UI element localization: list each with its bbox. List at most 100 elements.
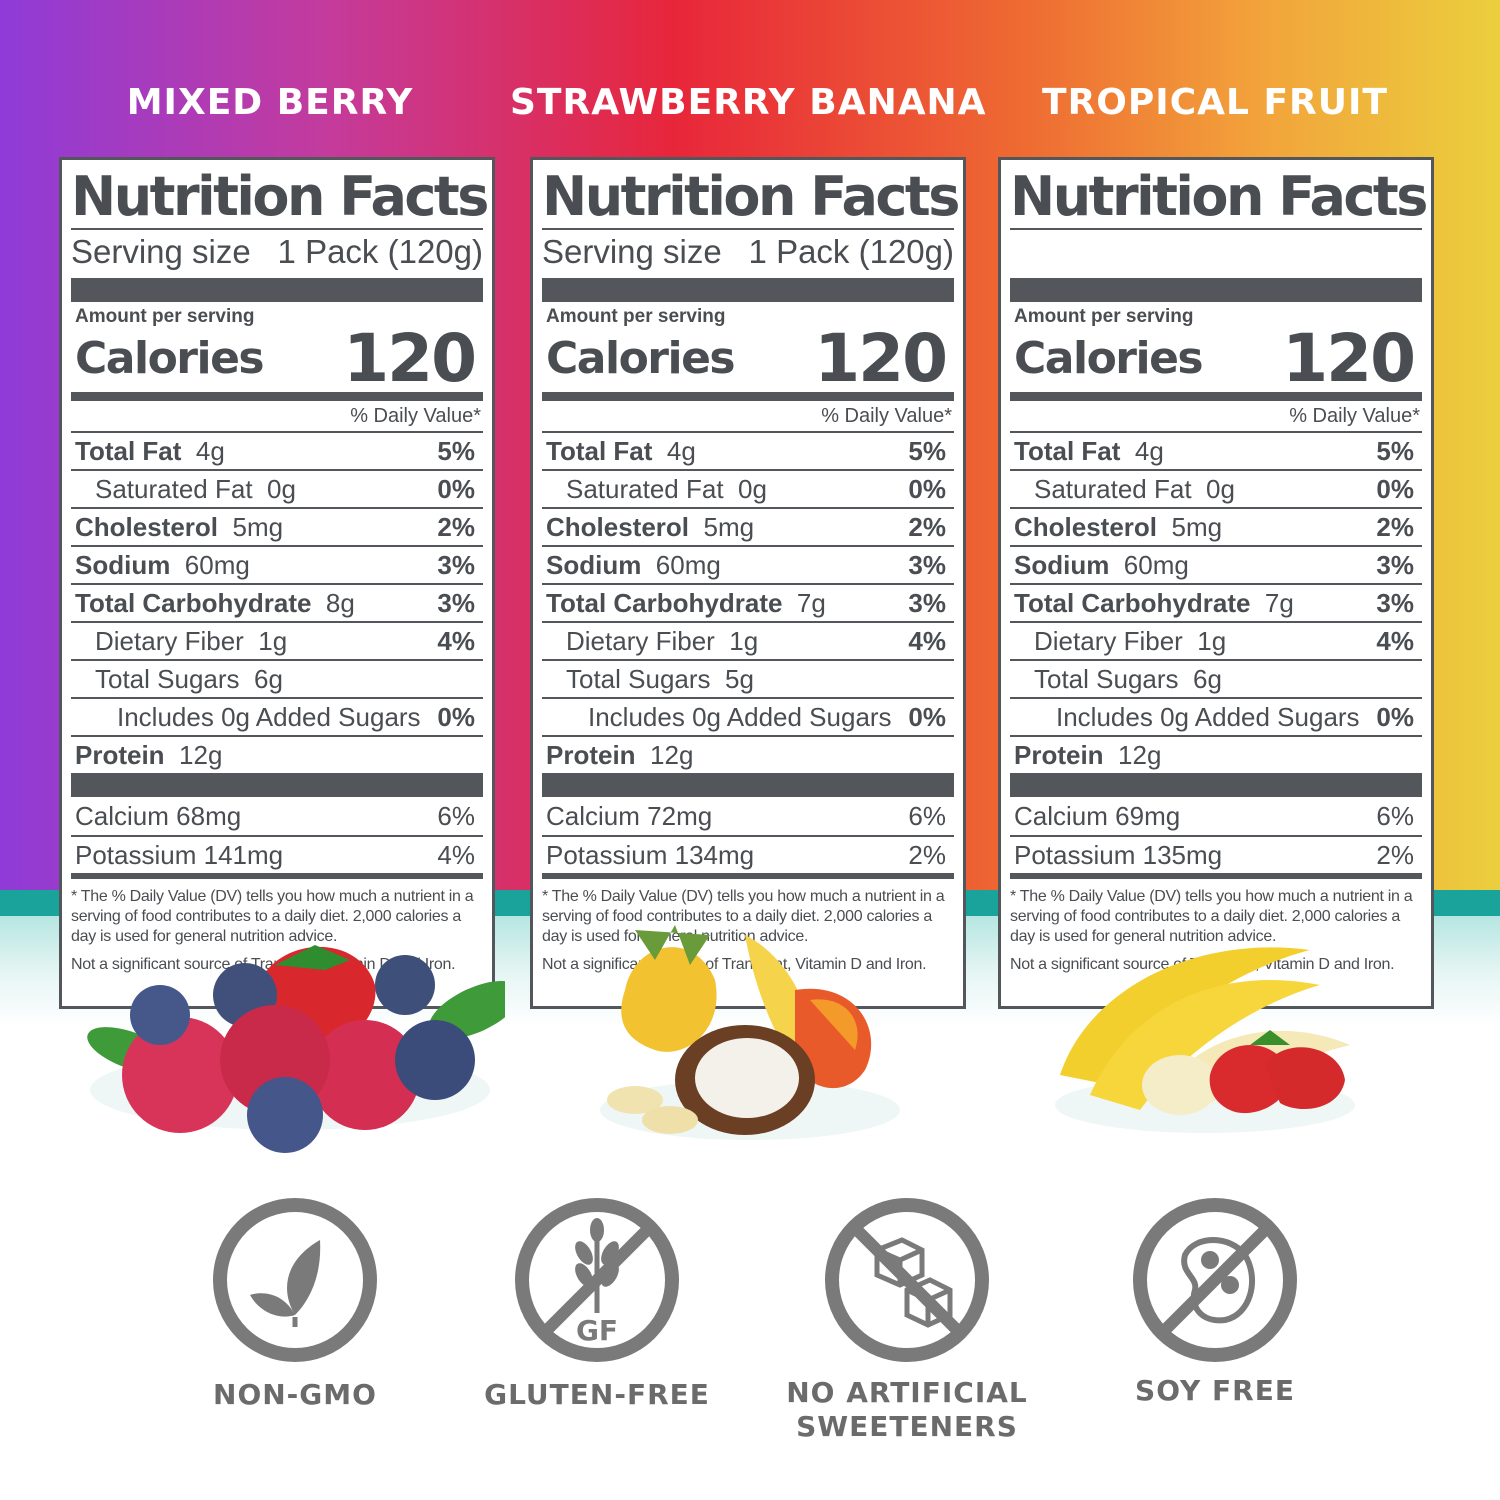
mineral-row: Potassium 141mg 4% [71,835,483,873]
nutrient-name-amount: Cholesterol 5mg [75,512,283,543]
nutrient-row: Dietary Fiber 1g 4% [1010,621,1422,659]
nutrient-row: Total Fat 4g 5% [542,431,954,469]
mineral-name-amount: Calcium 69mg [1014,801,1180,832]
nutrient-name: Total Fat [75,435,182,466]
mineral-amount: 69mg [1115,800,1181,831]
daily-value-header: % Daily Value* [350,405,481,427]
nutrient-name-amount: Protein 12g [546,740,693,771]
nutrient-amount: 12g [1118,739,1162,770]
nutrient-amount: 60mg [184,549,250,580]
footnote: * The % Daily Value (DV) tells you how m… [71,888,474,945]
nutrient-amount: 0g [1206,473,1235,504]
nutrient-row: Includes 0g Added Sugars 0% [71,697,483,735]
nutrient-amount: 4g [666,435,696,466]
flavor-title-tropical-fruit: TROPICAL FRUIT [1042,82,1388,123]
nutrient-name-amount: Cholesterol 5mg [546,512,754,543]
footnote: * The % Daily Value (DV) tells you how m… [1010,888,1413,945]
nutrient-daily-value: 2% [437,511,475,542]
nutrient-amount: 6g [1192,663,1222,694]
flavor-title-mixed-berry: MIXED BERRY [126,82,414,123]
nutrient-row: Sodium 60mg 3% [71,545,483,583]
nutrient-name: Dietary Fiber [95,625,244,656]
nutrient-amount: 60mg [1123,549,1189,580]
nutrient-name-amount: Dietary Fiber 1g [1034,626,1226,657]
nutrient-name: Total Fat [1014,435,1121,466]
mineral-name: Potassium [546,839,668,870]
mineral-amount: 134mg [674,839,755,870]
nutrient-name-amount: Sodium 60mg [546,550,721,581]
nutrient-amount: 12g [179,739,223,770]
nutrient-name: Protein [75,739,165,770]
badge-label-line1: NO ARTIFICIAL [786,1376,1028,1409]
nutrient-daily-value: 5% [908,435,946,466]
nutrient-amount: 8g [325,587,355,618]
soybean-icon [1133,1198,1297,1362]
nutrient-name-amount: Saturated Fat 0g [1034,474,1235,505]
calories-label: Calories [546,332,736,384]
nutrient-name-amount: Includes 0g Added Sugars [117,702,435,733]
nutrient-row: Saturated Fat 0g 0% [542,469,954,507]
nutrient-daily-value: 3% [908,587,946,618]
medium-divider [542,873,954,879]
badge-label-no-artificial-sweeteners: NO ARTIFICIAL SWEETENERS [757,1376,1057,1444]
mineral-name: Calcium [546,800,640,831]
nutrient-row: Total Sugars 5g [542,659,954,697]
medium-divider [71,392,483,401]
nutrient-row: Total Fat 4g 5% [71,431,483,469]
nutrient-daily-value: 0% [437,473,475,504]
nutrient-name: Saturated Fat [1034,473,1192,504]
nutrient-name-amount: Sodium 60mg [1014,550,1189,581]
nutrient-name-amount: Total Fat 4g [1014,436,1164,467]
mineral-daily-value: 6% [908,800,946,831]
nutrient-daily-value: 0% [437,701,475,732]
nutrient-daily-value: 2% [1376,511,1414,542]
nutrient-name-amount: Total Sugars 6g [95,664,283,695]
nutrient-daily-value: 0% [908,473,946,504]
daily-value-header: % Daily Value* [821,405,952,427]
serving-size-value: 1 Pack (120g) [277,233,483,270]
amount-per-serving: Amount per serving [546,306,726,327]
nutrient-row: Cholesterol 5mg 2% [542,507,954,545]
footnote: * The % Daily Value (DV) tells you how m… [542,888,945,945]
nutrient-row: Total Sugars 6g [71,659,483,697]
nutrient-name-amount: Dietary Fiber 1g [566,626,758,657]
badge-label-gluten-free: GLUTEN-FREE [484,1378,710,1411]
calories-row: Calories 120 [1010,320,1422,397]
nutrient-name: Cholesterol [1014,511,1158,542]
nutrient-row: Dietary Fiber 1g 4% [71,621,483,659]
nutrient-name: Protein [546,739,636,770]
nutrient-row: Protein 12g [1010,735,1422,773]
nutrient-daily-value: 0% [908,701,946,732]
nutrition-facts-panel-3: Nutrition Facts Amount per serving Calor… [998,157,1434,1009]
nutrient-daily-value: 3% [908,549,946,580]
nutrient-amount: 6g [253,663,283,694]
sugar-cubes-icon [825,1198,989,1362]
nutrition-facts-title: Nutrition Facts [1010,165,1428,228]
nutrient-daily-value: 3% [1376,587,1414,618]
badge-label-non-gmo: NON-GMO [213,1378,377,1411]
nutrient-amount: 5g [724,663,754,694]
nutrient-amount: 1g [729,625,759,656]
nutrient-name: Total Carbohydrate [1014,587,1251,618]
nutrition-facts-panel-2: Nutrition Facts Serving size 1 Pack (120… [530,157,966,1009]
nutrient-row: Protein 12g [542,735,954,773]
nutrient-name: Total Sugars [1034,663,1179,694]
tropical-fruit-image [600,925,900,1140]
nutrient-daily-value: 0% [1376,473,1414,504]
mineral-row: Calcium 68mg 6% [71,797,483,835]
nutrient-name: Saturated Fat [566,473,724,504]
nutrient-name-amount: Saturated Fat 0g [95,474,296,505]
mineral-daily-value: 2% [908,839,946,870]
calories-label: Calories [1014,332,1204,384]
nutrient-daily-value: 2% [908,511,946,542]
nutrient-name-amount: Total Carbohydrate 7g [546,588,826,619]
nutrition-facts-title: Nutrition Facts [542,165,960,228]
mineral-amount: 141mg [203,839,284,870]
mineral-name-amount: Calcium 72mg [546,801,712,832]
wheat-icon: GF [515,1198,679,1362]
serving-size-value: 1 Pack (120g) [748,233,954,270]
nutrient-row: Includes 0g Added Sugars 0% [1010,697,1422,735]
nutrient-name-amount: Total Sugars 6g [1034,664,1222,695]
nutrient-daily-value: 4% [1376,625,1414,656]
leaf-icon [213,1198,377,1362]
